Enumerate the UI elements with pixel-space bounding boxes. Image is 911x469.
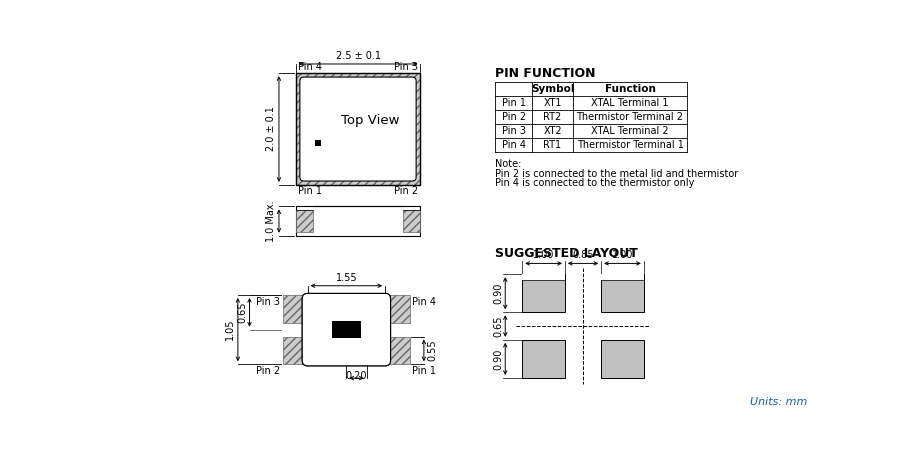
Bar (522, 274, 565, 312)
Bar (296, 210, 313, 232)
Bar (314, 140, 321, 146)
Text: Pin 4: Pin 4 (502, 140, 526, 150)
Bar (381, 337, 410, 364)
Text: 1.00: 1.00 (612, 250, 633, 260)
Bar (403, 210, 420, 232)
Text: XTAL Terminal 2: XTAL Terminal 2 (591, 126, 669, 136)
Bar (296, 73, 420, 185)
Text: Pin 2: Pin 2 (394, 186, 418, 196)
Text: RT1: RT1 (544, 140, 561, 150)
Text: Pin 4 is connected to the thermistor only: Pin 4 is connected to the thermistor onl… (496, 178, 694, 188)
Text: 0.65: 0.65 (238, 302, 248, 323)
Text: 1.0 Max.: 1.0 Max. (266, 200, 276, 242)
Bar (282, 337, 312, 364)
Text: SUGGESTED LAYOUT: SUGGESTED LAYOUT (496, 247, 638, 260)
Text: Pin 1: Pin 1 (298, 186, 322, 196)
Bar (522, 340, 565, 378)
Text: 2.5 ± 0.1: 2.5 ± 0.1 (335, 51, 381, 61)
Text: 0.90: 0.90 (493, 282, 503, 304)
Text: Pin 2 is connected to the metal lid and thermistor: Pin 2 is connected to the metal lid and … (496, 169, 739, 179)
Text: 2.0 ± 0.1: 2.0 ± 0.1 (266, 106, 276, 151)
Text: Thermistor Terminal 1: Thermistor Terminal 1 (577, 140, 683, 150)
Bar (332, 321, 361, 338)
Bar (296, 206, 420, 236)
Text: Thermistor Terminal 2: Thermistor Terminal 2 (577, 112, 683, 122)
Text: Top View: Top View (341, 113, 400, 127)
Text: 0.90: 0.90 (493, 348, 503, 370)
Text: 0.55: 0.55 (427, 340, 437, 361)
Text: Units: mm: Units: mm (750, 397, 807, 407)
FancyBboxPatch shape (300, 77, 416, 181)
Text: Pin 1: Pin 1 (413, 366, 436, 376)
Text: XT1: XT1 (543, 98, 562, 108)
Text: RT2: RT2 (543, 112, 562, 122)
Bar (296, 73, 420, 185)
Text: 1.00: 1.00 (533, 250, 554, 260)
Text: Pin 3: Pin 3 (257, 296, 281, 307)
FancyBboxPatch shape (302, 294, 391, 366)
Text: Pin 4: Pin 4 (298, 62, 322, 72)
FancyBboxPatch shape (302, 294, 391, 366)
Text: XT2: XT2 (543, 126, 562, 136)
Bar (601, 274, 644, 280)
Text: PIN FUNCTION: PIN FUNCTION (496, 67, 596, 80)
Text: 0.65: 0.65 (493, 315, 503, 337)
Text: Pin 2: Pin 2 (256, 366, 281, 376)
Text: Note:: Note: (496, 159, 522, 169)
Text: 0.20: 0.20 (345, 371, 367, 381)
Bar (381, 295, 410, 323)
Text: Function: Function (605, 84, 655, 94)
Bar (282, 295, 312, 323)
Text: Pin 4: Pin 4 (413, 296, 436, 307)
Text: XTAL Terminal 1: XTAL Terminal 1 (591, 98, 669, 108)
Text: Symbol: Symbol (531, 84, 574, 94)
Bar (601, 274, 644, 312)
Text: 0.85: 0.85 (572, 250, 594, 260)
Text: Pin 1: Pin 1 (502, 98, 526, 108)
Text: Pin 3: Pin 3 (394, 62, 418, 72)
Text: Pin 3: Pin 3 (502, 126, 526, 136)
Bar (522, 274, 565, 280)
Text: Pin 2: Pin 2 (502, 112, 526, 122)
Text: 1.55: 1.55 (335, 272, 357, 283)
Bar (601, 340, 644, 378)
Text: 1.05: 1.05 (225, 319, 235, 340)
